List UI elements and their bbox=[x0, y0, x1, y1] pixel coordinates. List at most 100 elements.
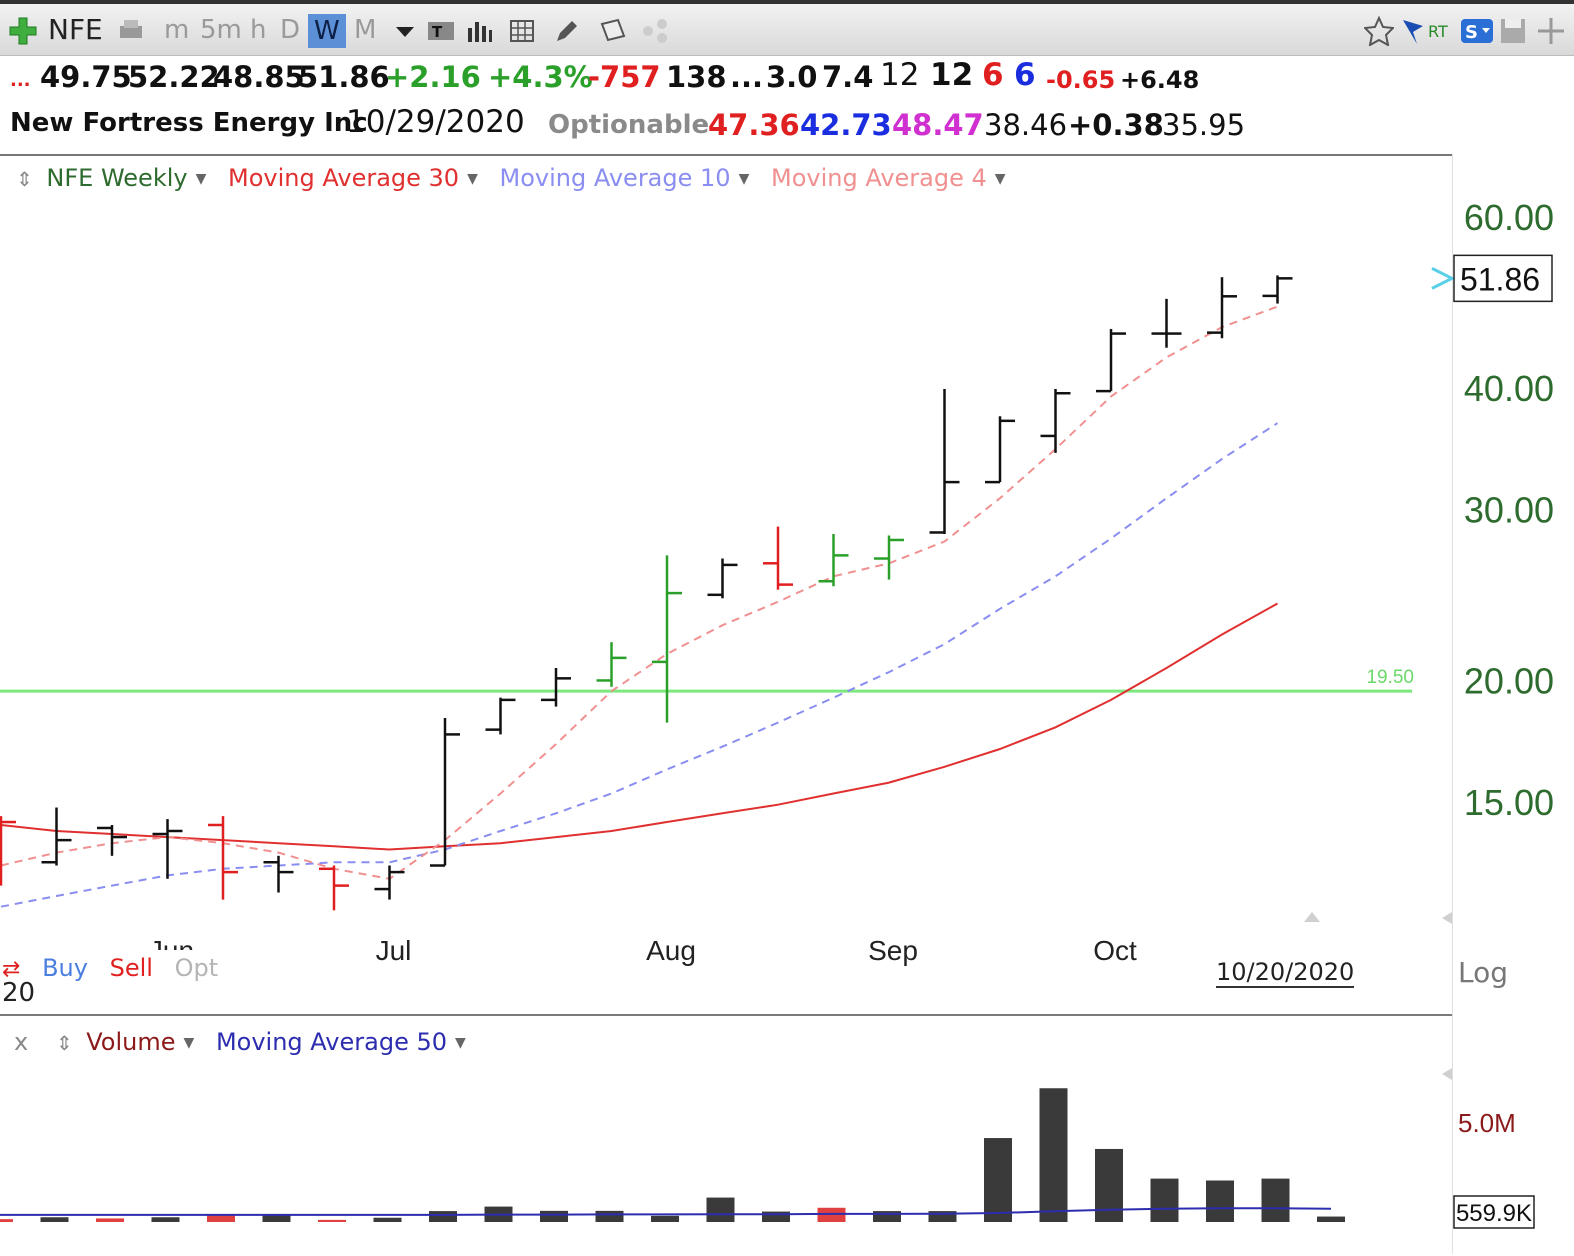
ohlc-bar bbox=[41, 807, 72, 866]
trade-controls: ⇄ Buy Sell Opt bbox=[2, 954, 218, 982]
volume-bar bbox=[429, 1211, 457, 1222]
sell-button[interactable]: Sell bbox=[109, 954, 153, 982]
timeframe-m-monthly[interactable]: M bbox=[354, 15, 377, 45]
pane-divider[interactable] bbox=[0, 1014, 1452, 1016]
quote-value-pos-648: +6.48 bbox=[1120, 66, 1200, 94]
volume-bar bbox=[873, 1211, 901, 1222]
price-chart-svg[interactable]: 19.50 60.00 40.00 30.00 20.00 15.00 51.86 Jun Ju… bbox=[0, 154, 1574, 1014]
last-price-box bbox=[1453, 254, 1553, 303]
quote-leading-dots: ... bbox=[10, 70, 31, 91]
symbol-label[interactable]: NFE bbox=[48, 13, 103, 46]
ohlc-bar bbox=[1040, 388, 1071, 453]
scroll-up-marker bbox=[1304, 912, 1320, 922]
ohlc-bar bbox=[818, 533, 849, 587]
chevron-down-icon[interactable]: ▼ bbox=[994, 171, 1006, 187]
timeframe-h[interactable]: h bbox=[250, 15, 267, 45]
x-axis-month-label: Aug bbox=[646, 935, 696, 966]
volume-chart-svg[interactable]: 5.0M 559.9K bbox=[0, 1016, 1574, 1256]
last-price-label: 51.86 bbox=[1460, 261, 1540, 297]
ohlc-bar bbox=[874, 535, 904, 580]
legend-series-name[interactable]: NFE Weekly bbox=[46, 164, 188, 192]
quote-ma30-value: 47.36 bbox=[708, 108, 800, 142]
ohlc-bar bbox=[374, 865, 405, 900]
quote-value-6-red: 6 bbox=[982, 57, 1004, 93]
y-axis-tick-label: 30.00 bbox=[1464, 489, 1554, 530]
volume-ma-value: 559.9K bbox=[1456, 1200, 1532, 1227]
company-name: New Fortress Energy Inc bbox=[10, 108, 368, 138]
chart-legend: ⇕ NFE Weekly ▼ Moving Average 30 ▼ Moving … bbox=[16, 164, 1006, 192]
volume-bar bbox=[1095, 1148, 1123, 1222]
drag-handle-icon[interactable]: ⇕ bbox=[55, 1031, 73, 1055]
ohlc-bar bbox=[97, 824, 127, 856]
opt-button[interactable]: Opt bbox=[174, 954, 219, 982]
volume-bar bbox=[706, 1197, 735, 1222]
star-icon[interactable] bbox=[1364, 16, 1394, 46]
ohlc-bar bbox=[319, 865, 349, 911]
chevron-down-icon[interactable]: ▼ bbox=[738, 171, 750, 187]
volume-bar bbox=[40, 1217, 69, 1222]
ohlc-bar bbox=[485, 697, 516, 735]
x-axis-month-label: Sep bbox=[868, 935, 918, 966]
ohlc-bar bbox=[985, 416, 1015, 484]
ohlc-bar bbox=[430, 717, 460, 867]
streaming-icon[interactable]: S bbox=[1460, 16, 1494, 46]
quote-neg-value: -757 bbox=[588, 60, 661, 94]
volume-bar bbox=[1039, 1088, 1068, 1222]
legend-ma4[interactable]: Moving Average 4 bbox=[770, 164, 987, 192]
legend-ma10[interactable]: Moving Average 10 bbox=[499, 164, 731, 192]
share-icon[interactable] bbox=[640, 16, 670, 46]
chevron-down-icon[interactable]: ▼ bbox=[467, 171, 478, 187]
ohlc-bar bbox=[929, 388, 960, 534]
volume-bar bbox=[151, 1217, 180, 1222]
quote-value-7-4: 7.4 bbox=[822, 60, 874, 94]
save-icon[interactable] bbox=[1498, 16, 1528, 46]
move-icon[interactable] bbox=[1536, 16, 1566, 46]
ohlc-bar bbox=[1262, 275, 1293, 304]
grid-icon[interactable] bbox=[508, 16, 538, 46]
trade-arrows-icon[interactable]: ⇄ bbox=[2, 957, 21, 982]
drag-handle-icon[interactable]: ⇕ bbox=[16, 167, 33, 191]
legend-volume[interactable]: Volume bbox=[86, 1028, 176, 1056]
log-toggle[interactable]: Log bbox=[1458, 956, 1509, 989]
timeframe-5m[interactable]: 5m bbox=[200, 15, 242, 45]
volume-pane[interactable]: x ⇕ Volume ▼ Moving Average 50 ▼ 5.0M 559.9… bbox=[0, 1016, 1574, 1256]
buy-button[interactable]: Buy bbox=[42, 954, 88, 982]
rt-label: RT bbox=[1428, 22, 1448, 41]
quote-row-company: New Fortress Energy Inc 10/29/2020 Optio… bbox=[0, 102, 1452, 156]
scroll-left-marker bbox=[1442, 1068, 1452, 1080]
quote-change: +2.16 bbox=[385, 60, 481, 94]
volume-bar bbox=[318, 1219, 346, 1222]
chevron-down-icon[interactable]: ▼ bbox=[455, 1035, 466, 1051]
volume-bar bbox=[207, 1215, 235, 1222]
x-axis-month-label: Jun bbox=[149, 935, 194, 966]
legend-ma30[interactable]: Moving Average 30 bbox=[228, 164, 460, 192]
ohlc-bar bbox=[0, 816, 16, 886]
bar-chart-icon[interactable] bbox=[464, 16, 494, 46]
note-icon[interactable] bbox=[598, 16, 628, 46]
printer-icon[interactable] bbox=[116, 16, 146, 46]
volume-bar bbox=[1317, 1216, 1345, 1222]
quote-high: 52.22 bbox=[128, 60, 220, 94]
timeframe-d[interactable]: D bbox=[280, 15, 301, 45]
legend-ma50[interactable]: Moving Average 50 bbox=[215, 1028, 447, 1056]
chevron-down-icon[interactable] bbox=[390, 16, 420, 46]
price-chart-pane[interactable]: ⇕ NFE Weekly ▼ Moving Average 30 ▼ Moving … bbox=[0, 154, 1574, 1014]
chevron-down-icon[interactable]: ▼ bbox=[183, 1035, 195, 1051]
chevron-down-icon[interactable]: ▼ bbox=[195, 171, 207, 187]
close-pane-button[interactable]: x bbox=[14, 1028, 29, 1056]
volume-ma-line bbox=[0, 1207, 1332, 1216]
svg-text:S: S bbox=[1465, 22, 1478, 43]
add-symbol-icon[interactable] bbox=[8, 16, 38, 46]
toolbar: NFE m 5m h D W M T RT S bbox=[0, 0, 1574, 56]
timeframe-w[interactable]: W bbox=[308, 14, 346, 48]
ohlc-bar bbox=[1151, 298, 1182, 348]
date-cursor-label: 10/20/2020 bbox=[1216, 958, 1355, 988]
flag-icon[interactable] bbox=[1400, 16, 1430, 46]
timeframe-m[interactable]: m bbox=[164, 15, 190, 45]
pencil-icon[interactable] bbox=[552, 16, 582, 46]
quote-close: 51.86 bbox=[298, 60, 390, 94]
ohlc-bar bbox=[707, 558, 738, 599]
text-tool-icon[interactable]: T bbox=[426, 16, 456, 46]
ohlc-bar bbox=[152, 819, 183, 879]
quote-value-12a: 12 bbox=[880, 57, 920, 93]
